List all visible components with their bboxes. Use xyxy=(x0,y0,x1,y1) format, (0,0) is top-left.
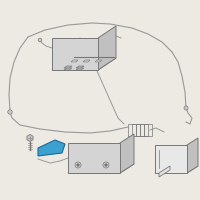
Circle shape xyxy=(8,110,12,114)
Polygon shape xyxy=(64,68,72,70)
Polygon shape xyxy=(64,66,72,68)
Polygon shape xyxy=(155,166,198,173)
Polygon shape xyxy=(52,58,116,70)
Circle shape xyxy=(75,162,81,168)
Polygon shape xyxy=(76,68,84,70)
Circle shape xyxy=(184,106,188,110)
Polygon shape xyxy=(76,66,84,68)
Polygon shape xyxy=(68,143,120,173)
Polygon shape xyxy=(95,60,102,62)
Circle shape xyxy=(103,162,109,168)
Polygon shape xyxy=(155,145,187,173)
Circle shape xyxy=(38,38,42,42)
Polygon shape xyxy=(187,138,198,173)
Polygon shape xyxy=(71,60,78,62)
Polygon shape xyxy=(98,26,116,70)
Polygon shape xyxy=(68,164,134,173)
Polygon shape xyxy=(27,134,33,142)
Polygon shape xyxy=(83,60,90,62)
Polygon shape xyxy=(52,38,98,70)
Circle shape xyxy=(77,164,79,166)
Polygon shape xyxy=(38,140,65,156)
Polygon shape xyxy=(120,134,134,173)
Polygon shape xyxy=(159,166,170,177)
Circle shape xyxy=(105,164,107,166)
